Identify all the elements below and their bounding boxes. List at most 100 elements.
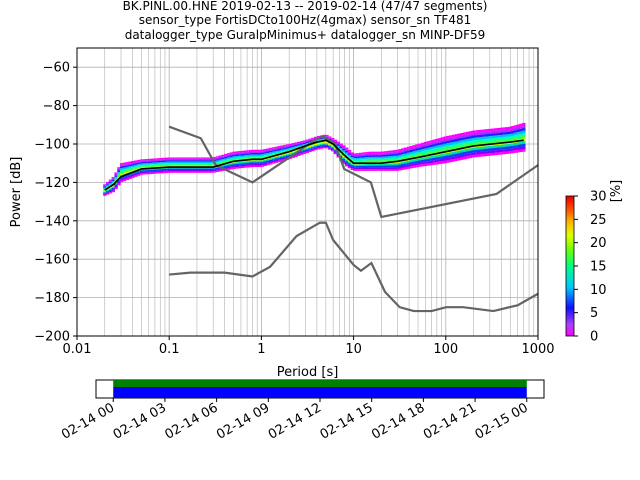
density-cell [316,146,321,149]
density-cell [434,148,439,151]
density-cell [122,179,127,182]
density-cell [105,193,110,195]
density-cell [471,130,475,134]
density-cell [510,128,515,132]
density-cell [440,158,444,162]
density-cell [165,160,169,162]
density-cell [271,157,276,160]
density-cell [437,149,442,153]
density-cell [502,151,506,155]
density-cell [485,146,489,149]
density-cell [173,163,177,165]
density-cell [204,161,208,164]
density-cell [128,166,132,168]
density-cell [316,143,321,145]
density-cell [460,135,464,138]
density-cell [522,143,526,147]
density-cell [221,157,225,160]
density-cell [502,132,506,135]
density-cell [434,145,439,149]
density-cell [302,149,307,151]
density-cell [395,151,399,154]
density-cell [401,148,405,151]
density-cell [361,169,366,171]
density-cell [142,164,146,167]
density-cell [454,151,459,154]
density-cell [125,175,130,177]
density-cell [378,153,383,156]
density-cell [263,161,267,163]
density-cell [460,157,464,160]
density-cell [401,167,405,170]
colorbar-tick-label: 15 [590,260,607,275]
colorbar-label: [%] [609,180,624,203]
density-cell [103,194,107,196]
density-cell [190,161,194,164]
density-cell [322,143,326,145]
density-cell [105,183,110,185]
density-cell [412,145,416,148]
density-cell [280,159,284,162]
density-cell [122,162,127,165]
density-cell [176,164,180,166]
density-cell [294,147,298,150]
density-cell [387,152,391,155]
density-cell [224,159,228,162]
density-cell [479,141,484,145]
density-cell [142,171,146,174]
density-cell [395,159,399,162]
density-cell [240,152,245,154]
density-cell [232,156,236,158]
density-cell [111,186,115,189]
density-cell [322,144,326,146]
density-cell [505,131,509,135]
density-cell [406,154,411,157]
density-cell [299,149,304,152]
density-cell [482,148,487,152]
density-cell [224,156,228,159]
density-cell [150,164,155,166]
density-cell [322,138,326,140]
density-cell [516,124,520,128]
density-cell [201,167,205,169]
density-cell [339,145,343,147]
density-cell [432,141,436,145]
density-cell [263,164,267,167]
density-cell [176,167,180,169]
density-cell [277,150,281,152]
density-cell [314,145,318,147]
density-cell [111,181,115,183]
density-cell [266,148,270,150]
density-cell [226,157,231,160]
density-cell [519,136,523,140]
density-cell [350,157,354,159]
density-cell [406,146,411,149]
density-cell [240,158,245,161]
density-cell [401,150,405,153]
density-cell [159,162,163,164]
density-cell [150,171,155,173]
density-cell [468,153,473,156]
density-cell [314,146,318,148]
density-cell [488,150,492,154]
density-cell [477,139,481,143]
density-cell [485,151,489,154]
density-cell [389,165,394,168]
density-cell [181,167,186,169]
density-cell [350,153,354,156]
density-cell [398,158,402,161]
density-cell [252,163,256,166]
density-cell [235,154,239,157]
density-cell [299,142,304,144]
density-cell [148,171,152,173]
density-cell [240,157,245,159]
y-tick-label: −200 [34,330,70,345]
density-cell [170,158,175,161]
noise-models [168,125,539,313]
density-cell [193,170,197,172]
density-cell [499,147,504,150]
density-cell [330,137,335,140]
density-cell [344,149,349,151]
density-cell [370,169,374,171]
density-cell [159,159,163,161]
